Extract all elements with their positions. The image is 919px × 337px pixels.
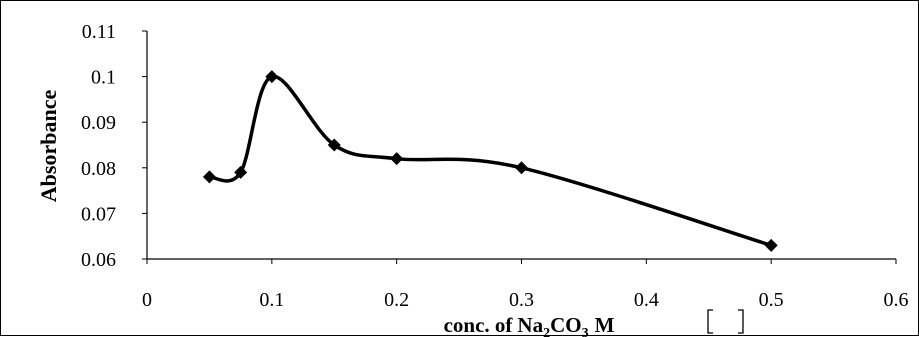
y-tick-label: 0.1 [91, 67, 116, 89]
y-tick-label: 0.06 [81, 249, 116, 271]
y-axis-title: Absorbance [36, 90, 61, 203]
y-tick-label: 0.09 [81, 112, 116, 134]
data-point-marker [265, 70, 279, 84]
x-tick-label: 0.1 [259, 289, 284, 311]
data-point-marker [202, 170, 216, 184]
x-tick-label: 0 [142, 289, 152, 311]
y-tick-label: 0.07 [81, 203, 116, 225]
x-tick-label: 0.5 [759, 289, 784, 311]
data-point-marker [327, 138, 341, 152]
data-point-marker [515, 161, 528, 175]
data-point-marker [234, 165, 248, 179]
bracket-glyph [707, 309, 744, 334]
y-tick-labels: 0.06 0.07 0.08 0.09 0.1 0.11 [81, 21, 147, 271]
chart-axes [146, 31, 896, 260]
y-tick-label: 0.11 [82, 21, 116, 43]
x-tick-labels: 0 0.1 0.2 0.3 0.4 0.5 0.6 [142, 259, 909, 311]
data-points [202, 70, 778, 252]
x-tick-label: 0.4 [634, 289, 659, 311]
data-point-marker [390, 152, 404, 166]
data-point-marker [764, 238, 778, 252]
x-tick-label: 0.3 [509, 289, 534, 311]
y-tick-label: 0.08 [81, 158, 116, 180]
x-tick-label: 0.2 [384, 289, 409, 311]
x-axis-title: conc. of Na2CO3 M [444, 313, 615, 337]
series-line [207, 74, 773, 248]
x-tick-label: 0.6 [884, 289, 909, 311]
